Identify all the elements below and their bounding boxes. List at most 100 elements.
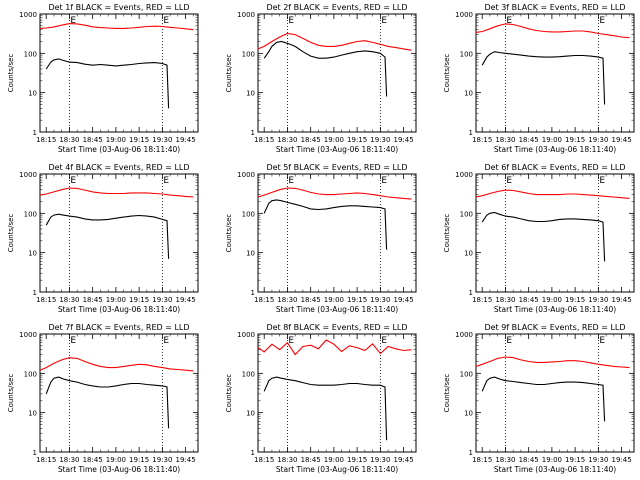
- x-tick-label: 19:30: [370, 456, 390, 464]
- y-tick-label: 1000: [237, 11, 255, 19]
- series-line-lld: [257, 32, 412, 51]
- event-marker-label: E: [288, 336, 294, 346]
- x-tick-label: 18:15: [472, 296, 492, 304]
- plot-frame: [475, 333, 635, 453]
- y-tick-label: 1: [469, 129, 473, 137]
- y-tick-label: 1000: [455, 171, 473, 179]
- x-tick-label: 19:45: [612, 296, 632, 304]
- event-marker-label: E: [288, 16, 294, 26]
- plot-frame: [475, 13, 635, 133]
- x-tick-label: 18:15: [472, 456, 492, 464]
- series-line-events: [481, 51, 606, 105]
- chart-panel: Det 7f BLACK = Events, RED = LLD 1 10 100 10…: [7, 323, 199, 474]
- x-tick-label: 18:30: [277, 456, 297, 464]
- series-line-lld: [39, 187, 194, 198]
- x-tick-label: 19:30: [152, 456, 172, 464]
- x-tick-label: 19:00: [106, 456, 126, 464]
- chart-title: Det 8f BLACK = Events, RED = LLD: [266, 323, 407, 332]
- x-tick-label: 19:30: [588, 296, 608, 304]
- x-tick-label: 18:45: [519, 296, 539, 304]
- plot-frame: [475, 173, 635, 293]
- event-marker-label: E: [70, 16, 76, 26]
- event-marker-label: E: [599, 16, 605, 26]
- x-tick-label: 19:00: [542, 456, 562, 464]
- y-axis-label: Counts/sec: [443, 54, 451, 93]
- x-tick-label: 19:45: [394, 296, 414, 304]
- y-tick-label: 100: [242, 370, 255, 378]
- y-tick-label: 100: [24, 370, 37, 378]
- x-tick-label: 18:30: [495, 136, 515, 144]
- x-tick-label: 18:30: [59, 136, 79, 144]
- event-marker-label: E: [163, 336, 169, 346]
- x-tick-label: 19:00: [542, 296, 562, 304]
- x-tick-label: 19:15: [347, 456, 367, 464]
- plot-frame: [257, 173, 417, 293]
- y-axis-label: Counts/sec: [443, 214, 451, 253]
- x-tick-label: 19:45: [394, 136, 414, 144]
- x-tick-label: 18:30: [277, 296, 297, 304]
- chart-title: Det 4f BLACK = Events, RED = LLD: [48, 163, 189, 172]
- x-tick-label: 19:15: [565, 136, 585, 144]
- y-axis-label: Counts/sec: [7, 214, 15, 253]
- series-line-lld: [257, 339, 412, 356]
- y-tick-label: 1000: [19, 11, 37, 19]
- x-tick-label: 19:15: [565, 456, 585, 464]
- series-line-lld: [475, 23, 630, 39]
- y-tick-label: 10: [246, 250, 255, 258]
- x-tick-label: 19:45: [612, 136, 632, 144]
- x-axis-label: Start Time (03-Aug-06 18:11:40): [58, 465, 180, 474]
- y-axis-label: Counts/sec: [225, 374, 233, 413]
- x-tick-label: 19:00: [106, 296, 126, 304]
- x-tick-label: 19:30: [152, 136, 172, 144]
- plot-frame: [257, 333, 417, 453]
- y-tick-label: 100: [24, 50, 37, 58]
- x-tick-label: 18:45: [83, 136, 103, 144]
- x-tick-label: 18:30: [495, 456, 515, 464]
- x-axis-label: Start Time (03-Aug-06 18:11:40): [58, 305, 180, 314]
- x-tick-label: 19:15: [129, 456, 149, 464]
- chart-panel: Det 1f BLACK = Events, RED = LLD 1 10 100 10…: [7, 3, 199, 154]
- plot-frame: [39, 13, 199, 133]
- y-tick-label: 1: [251, 129, 255, 137]
- x-tick-label: 19:30: [152, 296, 172, 304]
- x-tick-label: 19:30: [370, 296, 390, 304]
- event-marker-label: E: [70, 336, 76, 346]
- x-axis-label: Start Time (03-Aug-06 18:11:40): [276, 465, 398, 474]
- x-tick-label: 19:45: [176, 296, 196, 304]
- x-axis-label: Start Time (03-Aug-06 18:11:40): [494, 145, 616, 154]
- y-tick-label: 1000: [19, 331, 37, 339]
- x-axis-label: Start Time (03-Aug-06 18:11:40): [276, 305, 398, 314]
- y-tick-label: 1: [469, 289, 473, 297]
- chart-title: Det 2f BLACK = Events, RED = LLD: [266, 3, 407, 12]
- chart-title: Det 3f BLACK = Events, RED = LLD: [484, 3, 625, 12]
- event-marker-label: E: [381, 336, 387, 346]
- x-tick-label: 18:15: [254, 136, 274, 144]
- x-tick-label: 19:15: [347, 296, 367, 304]
- chart-panel: Det 2f BLACK = Events, RED = LLD 1 10 100 10…: [225, 3, 417, 154]
- x-tick-label: 18:30: [59, 456, 79, 464]
- y-tick-label: 10: [464, 410, 473, 418]
- x-tick-label: 19:15: [129, 136, 149, 144]
- y-tick-label: 10: [246, 410, 255, 418]
- event-marker-label: E: [381, 16, 387, 26]
- event-marker-label: E: [599, 176, 605, 186]
- series-line-events: [263, 199, 388, 250]
- chart-title: Det 7f BLACK = Events, RED = LLD: [48, 323, 189, 332]
- x-tick-label: 19:00: [542, 136, 562, 144]
- x-tick-label: 18:15: [36, 456, 56, 464]
- y-tick-label: 1: [469, 449, 473, 457]
- x-tick-label: 19:30: [588, 136, 608, 144]
- x-tick-label: 18:30: [277, 136, 297, 144]
- event-marker-label: E: [506, 176, 512, 186]
- series-line-lld: [475, 356, 630, 369]
- x-tick-label: 19:15: [347, 136, 367, 144]
- chart-title: Det 5f BLACK = Events, RED = LLD: [266, 163, 407, 172]
- event-marker-label: E: [163, 176, 169, 186]
- y-tick-label: 10: [28, 410, 37, 418]
- x-axis-label: Start Time (03-Aug-06 18:11:40): [494, 465, 616, 474]
- x-tick-label: 19:30: [588, 456, 608, 464]
- x-tick-label: 18:15: [254, 456, 274, 464]
- x-tick-label: 19:45: [176, 136, 196, 144]
- y-axis-label: Counts/sec: [7, 374, 15, 413]
